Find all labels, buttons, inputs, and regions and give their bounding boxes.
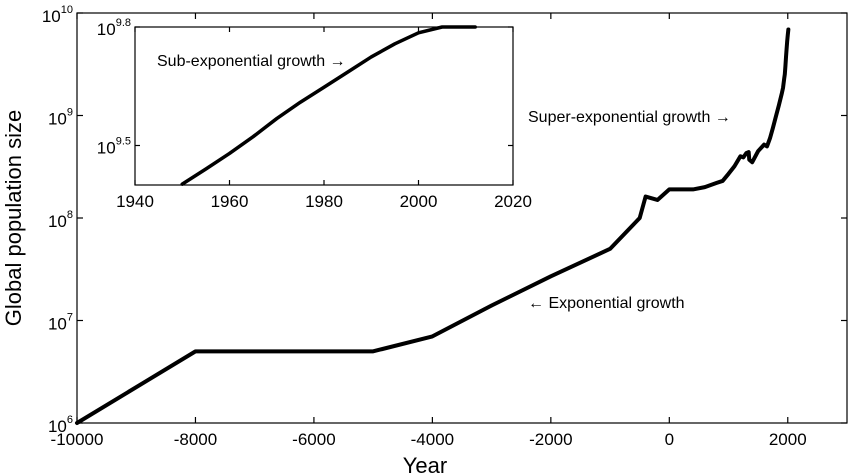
y-tick-label: 1010 (42, 4, 73, 26)
y-tick-label: 108 (48, 209, 73, 231)
y-tick-label: 109 (48, 107, 73, 129)
inset-y-axis: 109.5 109.8 (97, 17, 513, 158)
x-tick-label: 2000 (400, 192, 438, 211)
y-axis-title: Global population size (1, 110, 26, 326)
exponential-growth-annotation: ← Exponential growth (528, 295, 685, 312)
x-tick-label: 0 (665, 430, 674, 449)
y-tick-label: 106 (48, 414, 73, 436)
x-axis-title: Year (403, 453, 447, 476)
sub-exponential-growth-annotation: Sub-exponential growth → (157, 53, 346, 70)
x-tick-label: 2020 (494, 192, 532, 211)
y-tick-label: 109.8 (97, 17, 131, 39)
super-exponential-growth-annotation: Super-exponential growth → (528, 109, 731, 126)
main-x-axis: -10000 -8000 -6000 -4000 -2000 0 2000 (51, 13, 807, 449)
inset-series-line (180, 25, 477, 186)
x-tick-label: -6000 (292, 430, 335, 449)
x-tick-label: -4000 (411, 430, 454, 449)
inset-chart: 1940 1960 1980 2000 2020 109.5 109.8 Sub-expo… (97, 17, 532, 211)
x-tick-label: -10000 (51, 430, 104, 449)
x-tick-label: -2000 (529, 430, 572, 449)
x-tick-label: 2000 (769, 430, 807, 449)
inset-plot-area (134, 26, 514, 186)
y-tick-label: 109.5 (97, 136, 131, 158)
x-tick-label: 1980 (305, 192, 343, 211)
y-tick-label: 107 (48, 312, 73, 334)
x-tick-label: 1960 (211, 192, 249, 211)
main-y-axis: 106 107 108 109 1010 (42, 4, 847, 436)
population-series-line (75, 27, 791, 425)
inset-x-axis: 1940 1960 1980 2000 2020 (116, 27, 532, 211)
x-tick-label: 1940 (116, 192, 154, 211)
x-tick-label: -8000 (174, 430, 217, 449)
